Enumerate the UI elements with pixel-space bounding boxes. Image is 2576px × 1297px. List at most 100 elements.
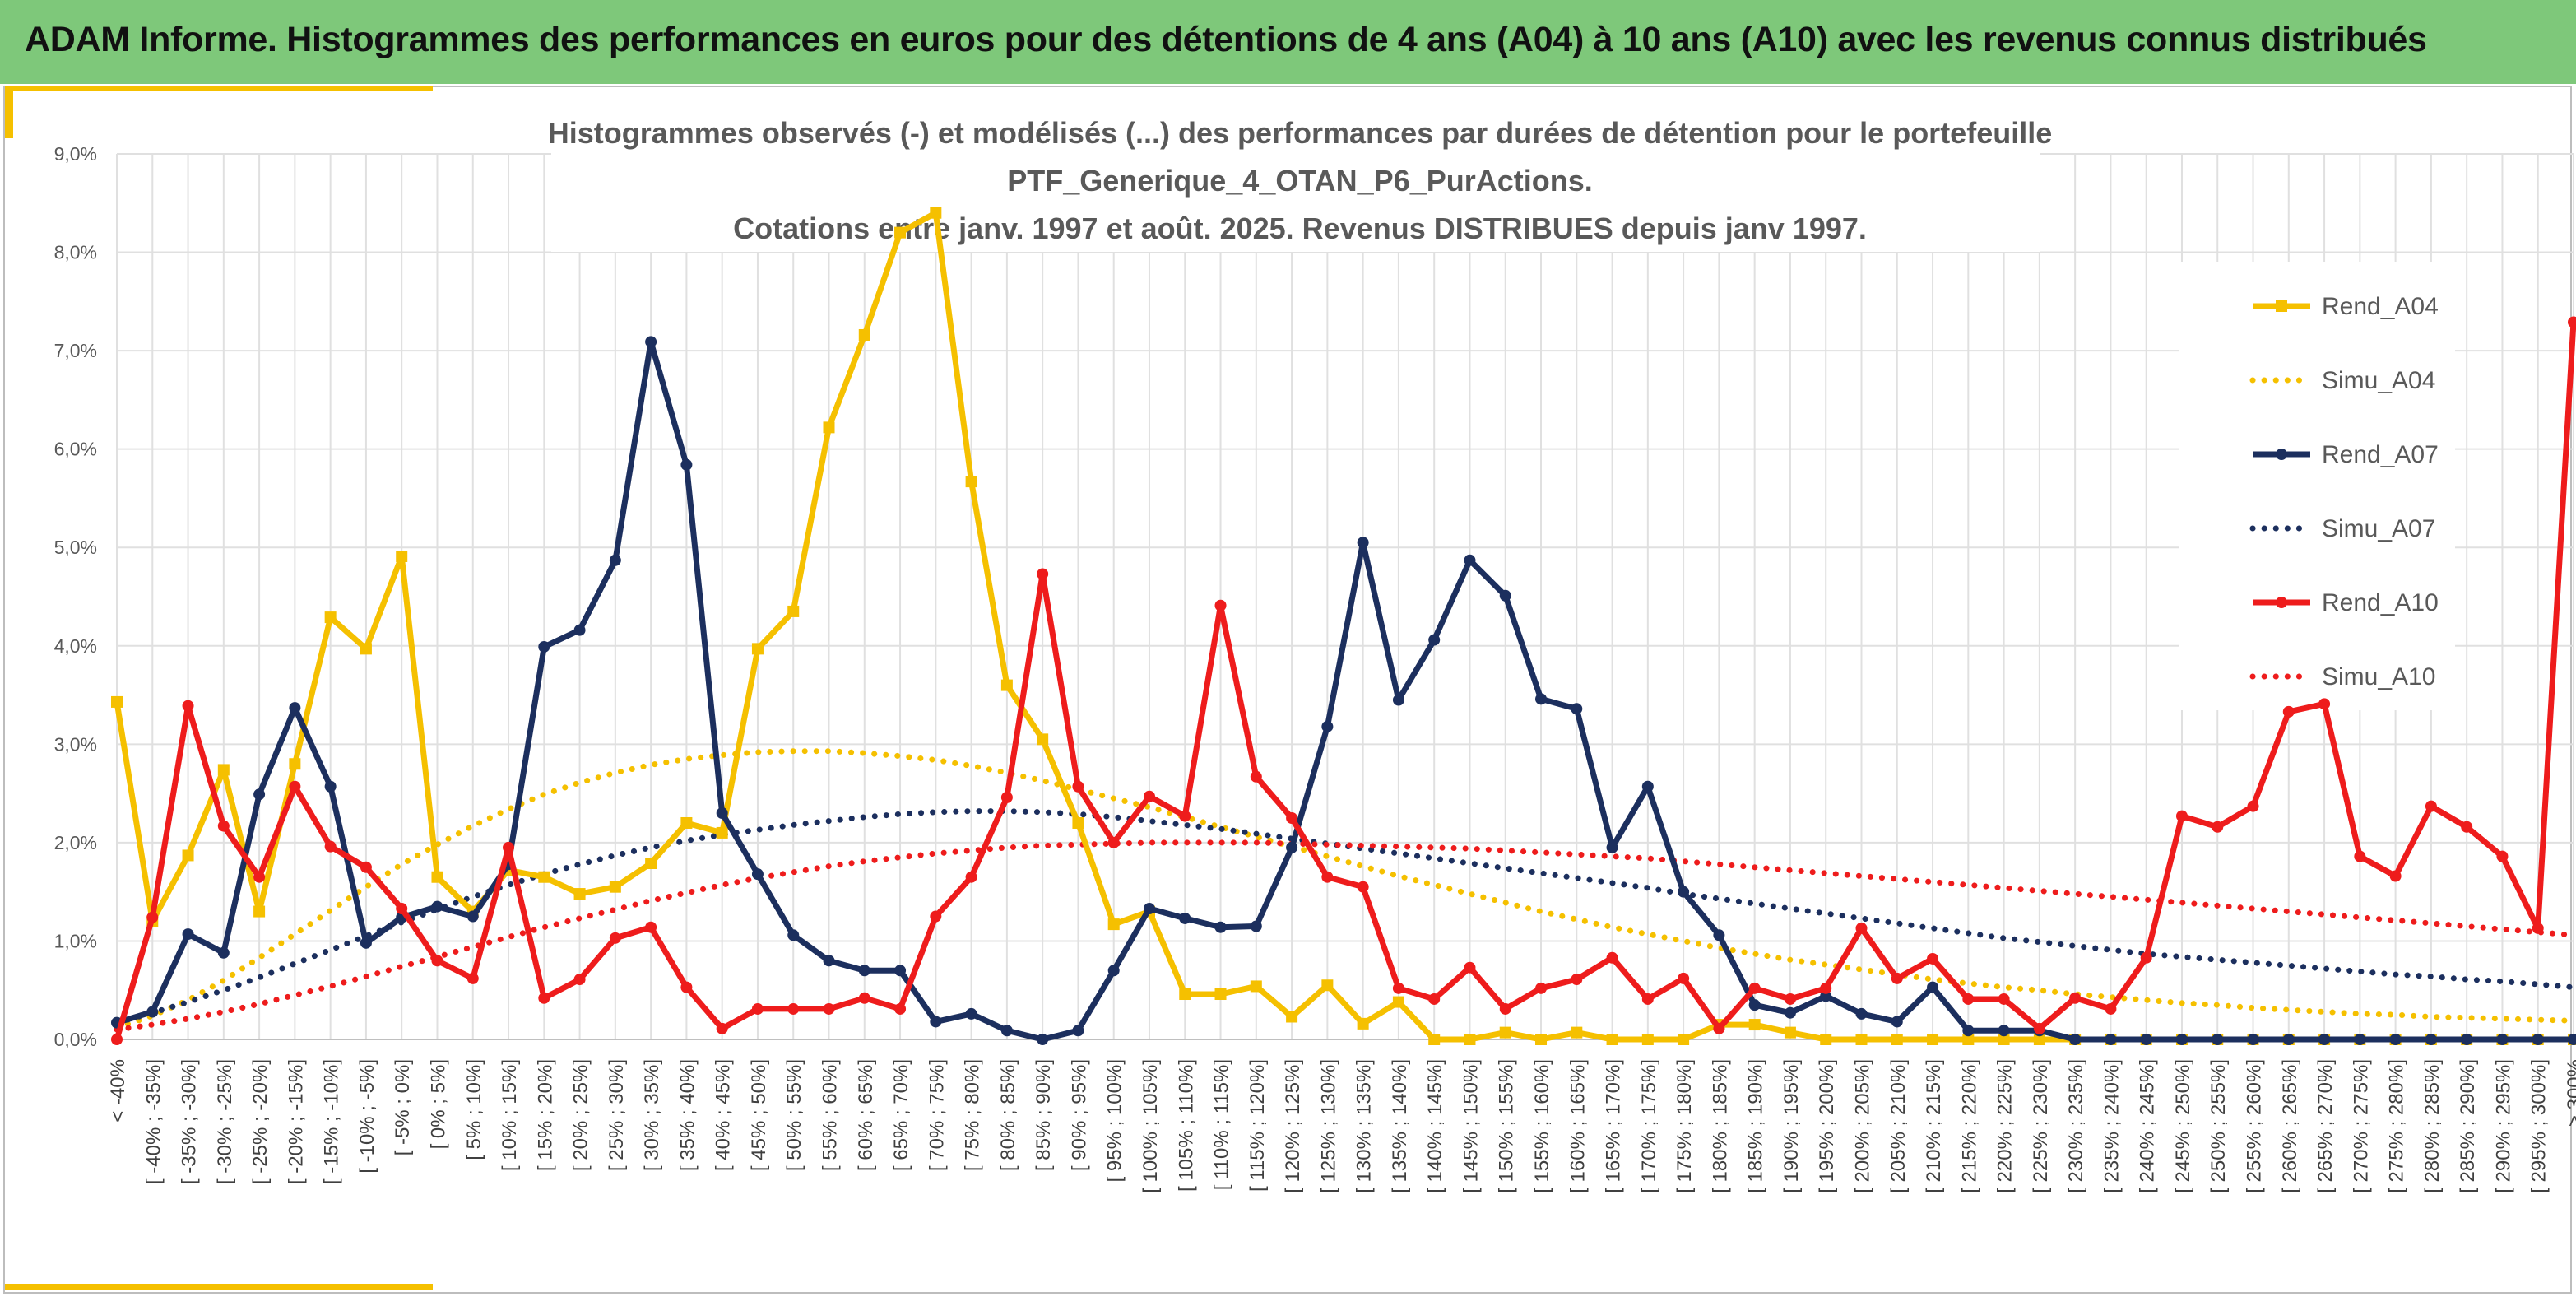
data-point: [645, 336, 657, 348]
x-tick-label: [ 55% ; 60%]: [819, 1059, 842, 1171]
data-point: [1143, 902, 1155, 914]
data-point: [894, 1002, 907, 1015]
data-point: [1606, 951, 1618, 964]
data-point: [609, 881, 621, 893]
data-point: [360, 861, 372, 873]
data-point: [751, 1002, 764, 1015]
data-point: [1606, 841, 1618, 853]
x-tick-label: [ 195% ; 200%]: [1816, 1059, 1838, 1193]
data-point: [894, 226, 907, 239]
y-tick-label: 0,0%: [54, 1029, 97, 1050]
x-tick-label: [ 235% ; 240%]: [2100, 1059, 2123, 1193]
data-point: [1464, 1034, 1476, 1045]
data-point: [930, 1016, 942, 1028]
data-point: [253, 905, 266, 918]
x-tick-label: [ 290% ; 295%]: [2492, 1059, 2514, 1193]
data-point: [1037, 1034, 1049, 1045]
data-point: [360, 643, 372, 655]
x-tick-label: < -40%: [107, 1059, 129, 1123]
x-tick-label: [ 115% ; 120%]: [1246, 1059, 1269, 1192]
series-Simu_A04: [114, 748, 2576, 1031]
chart-title: Histogrammes observés (-) et modélisés (…: [548, 104, 2052, 252]
data-point: [1357, 881, 1369, 893]
chart-title-line: Histogrammes observés (-) et modélisés (…: [548, 116, 2052, 150]
data-point: [431, 955, 443, 967]
x-tick-label: [ 280% ; 285%]: [2421, 1059, 2444, 1193]
data-point: [1321, 871, 1334, 883]
x-tick-label: [ 125% ; 130%]: [1317, 1059, 1339, 1193]
data-point: [2568, 316, 2576, 328]
data-point: [1143, 790, 1155, 802]
data-point: [396, 902, 408, 914]
data-point: [182, 849, 194, 862]
data-point: [1357, 1017, 1369, 1030]
data-point: [431, 871, 443, 883]
data-point: [858, 992, 870, 1004]
data-point: [324, 611, 337, 624]
data-point: [1392, 982, 1404, 994]
legend-marker: [2276, 300, 2287, 312]
data-point: [1820, 982, 1832, 994]
data-point: [289, 702, 301, 714]
data-point: [2105, 1002, 2117, 1015]
data-point: [1107, 965, 1120, 977]
x-tick-label: [ 285% ; 290%]: [2457, 1059, 2479, 1193]
data-point: [431, 900, 443, 913]
data-point: [1998, 1034, 2010, 1045]
data-point: [823, 955, 835, 967]
x-tick-label: [ 295% ; 300%]: [2528, 1059, 2550, 1193]
x-tick-label: [ 200% ; 205%]: [1851, 1059, 1873, 1193]
data-point: [1571, 1026, 1583, 1039]
data-point: [111, 695, 123, 708]
x-tick-label: [ 65% ; 70%]: [890, 1059, 912, 1171]
data-point: [1784, 1006, 1796, 1019]
data-point: [2389, 870, 2402, 882]
data-point: [1179, 988, 1191, 1001]
data-point: [1464, 554, 1476, 566]
x-tick-label: [ 265% ; 270%]: [2314, 1059, 2337, 1193]
data-point: [1891, 972, 1903, 984]
data-point: [2389, 1034, 2402, 1045]
data-point: [1072, 816, 1084, 829]
x-tick-label: [ 145% ; 150%]: [1460, 1059, 1482, 1193]
y-tick-label: 7,0%: [54, 340, 97, 361]
data-point: [1214, 921, 1227, 933]
legend-label: Rend_A07: [2322, 441, 2439, 468]
legend-entry: Simu_A10: [2249, 663, 2435, 690]
data-point: [787, 929, 800, 941]
x-tick-label: [ 85% ; 90%]: [1033, 1059, 1055, 1171]
data-point: [2425, 1034, 2437, 1045]
x-tick-label: [ 210% ; 215%]: [1923, 1059, 1945, 1193]
data-point: [2069, 992, 2082, 1004]
accent-bar-top: [5, 86, 433, 91]
data-point: [751, 868, 764, 881]
x-tick-label: [ 15% ; 20%]: [534, 1059, 556, 1171]
x-tick-label: [ -20% ; -15%]: [285, 1059, 307, 1184]
data-point: [823, 1002, 835, 1015]
data-point: [111, 1034, 123, 1045]
x-tick-label: [ -40% ; -35%]: [142, 1059, 165, 1184]
x-tick-label: [ 20% ; 25%]: [570, 1059, 592, 1171]
data-point: [253, 788, 266, 801]
data-point: [1571, 703, 1583, 715]
data-point: [324, 840, 337, 853]
data-point: [2496, 850, 2509, 862]
data-point: [1962, 993, 1975, 1005]
data-point: [1820, 990, 1832, 1002]
data-point: [1891, 1016, 1903, 1028]
legend-label: Simu_A04: [2322, 367, 2435, 394]
data-point: [217, 946, 230, 959]
y-tick-label: 6,0%: [54, 439, 97, 460]
data-point: [1713, 1022, 1725, 1034]
data-point: [2425, 800, 2437, 812]
x-tick-label: [ 45% ; 50%]: [748, 1059, 770, 1171]
data-point: [1927, 1034, 1939, 1045]
data-point: [1641, 993, 1654, 1005]
data-point: [1784, 993, 1796, 1005]
x-tick-label: [ 160% ; 165%]: [1566, 1059, 1589, 1193]
data-point: [1748, 982, 1761, 994]
data-point: [716, 1022, 728, 1034]
data-point: [1535, 982, 1548, 994]
x-tick-label: [ 190% ; 195%]: [1780, 1059, 1803, 1193]
data-point: [538, 640, 550, 653]
